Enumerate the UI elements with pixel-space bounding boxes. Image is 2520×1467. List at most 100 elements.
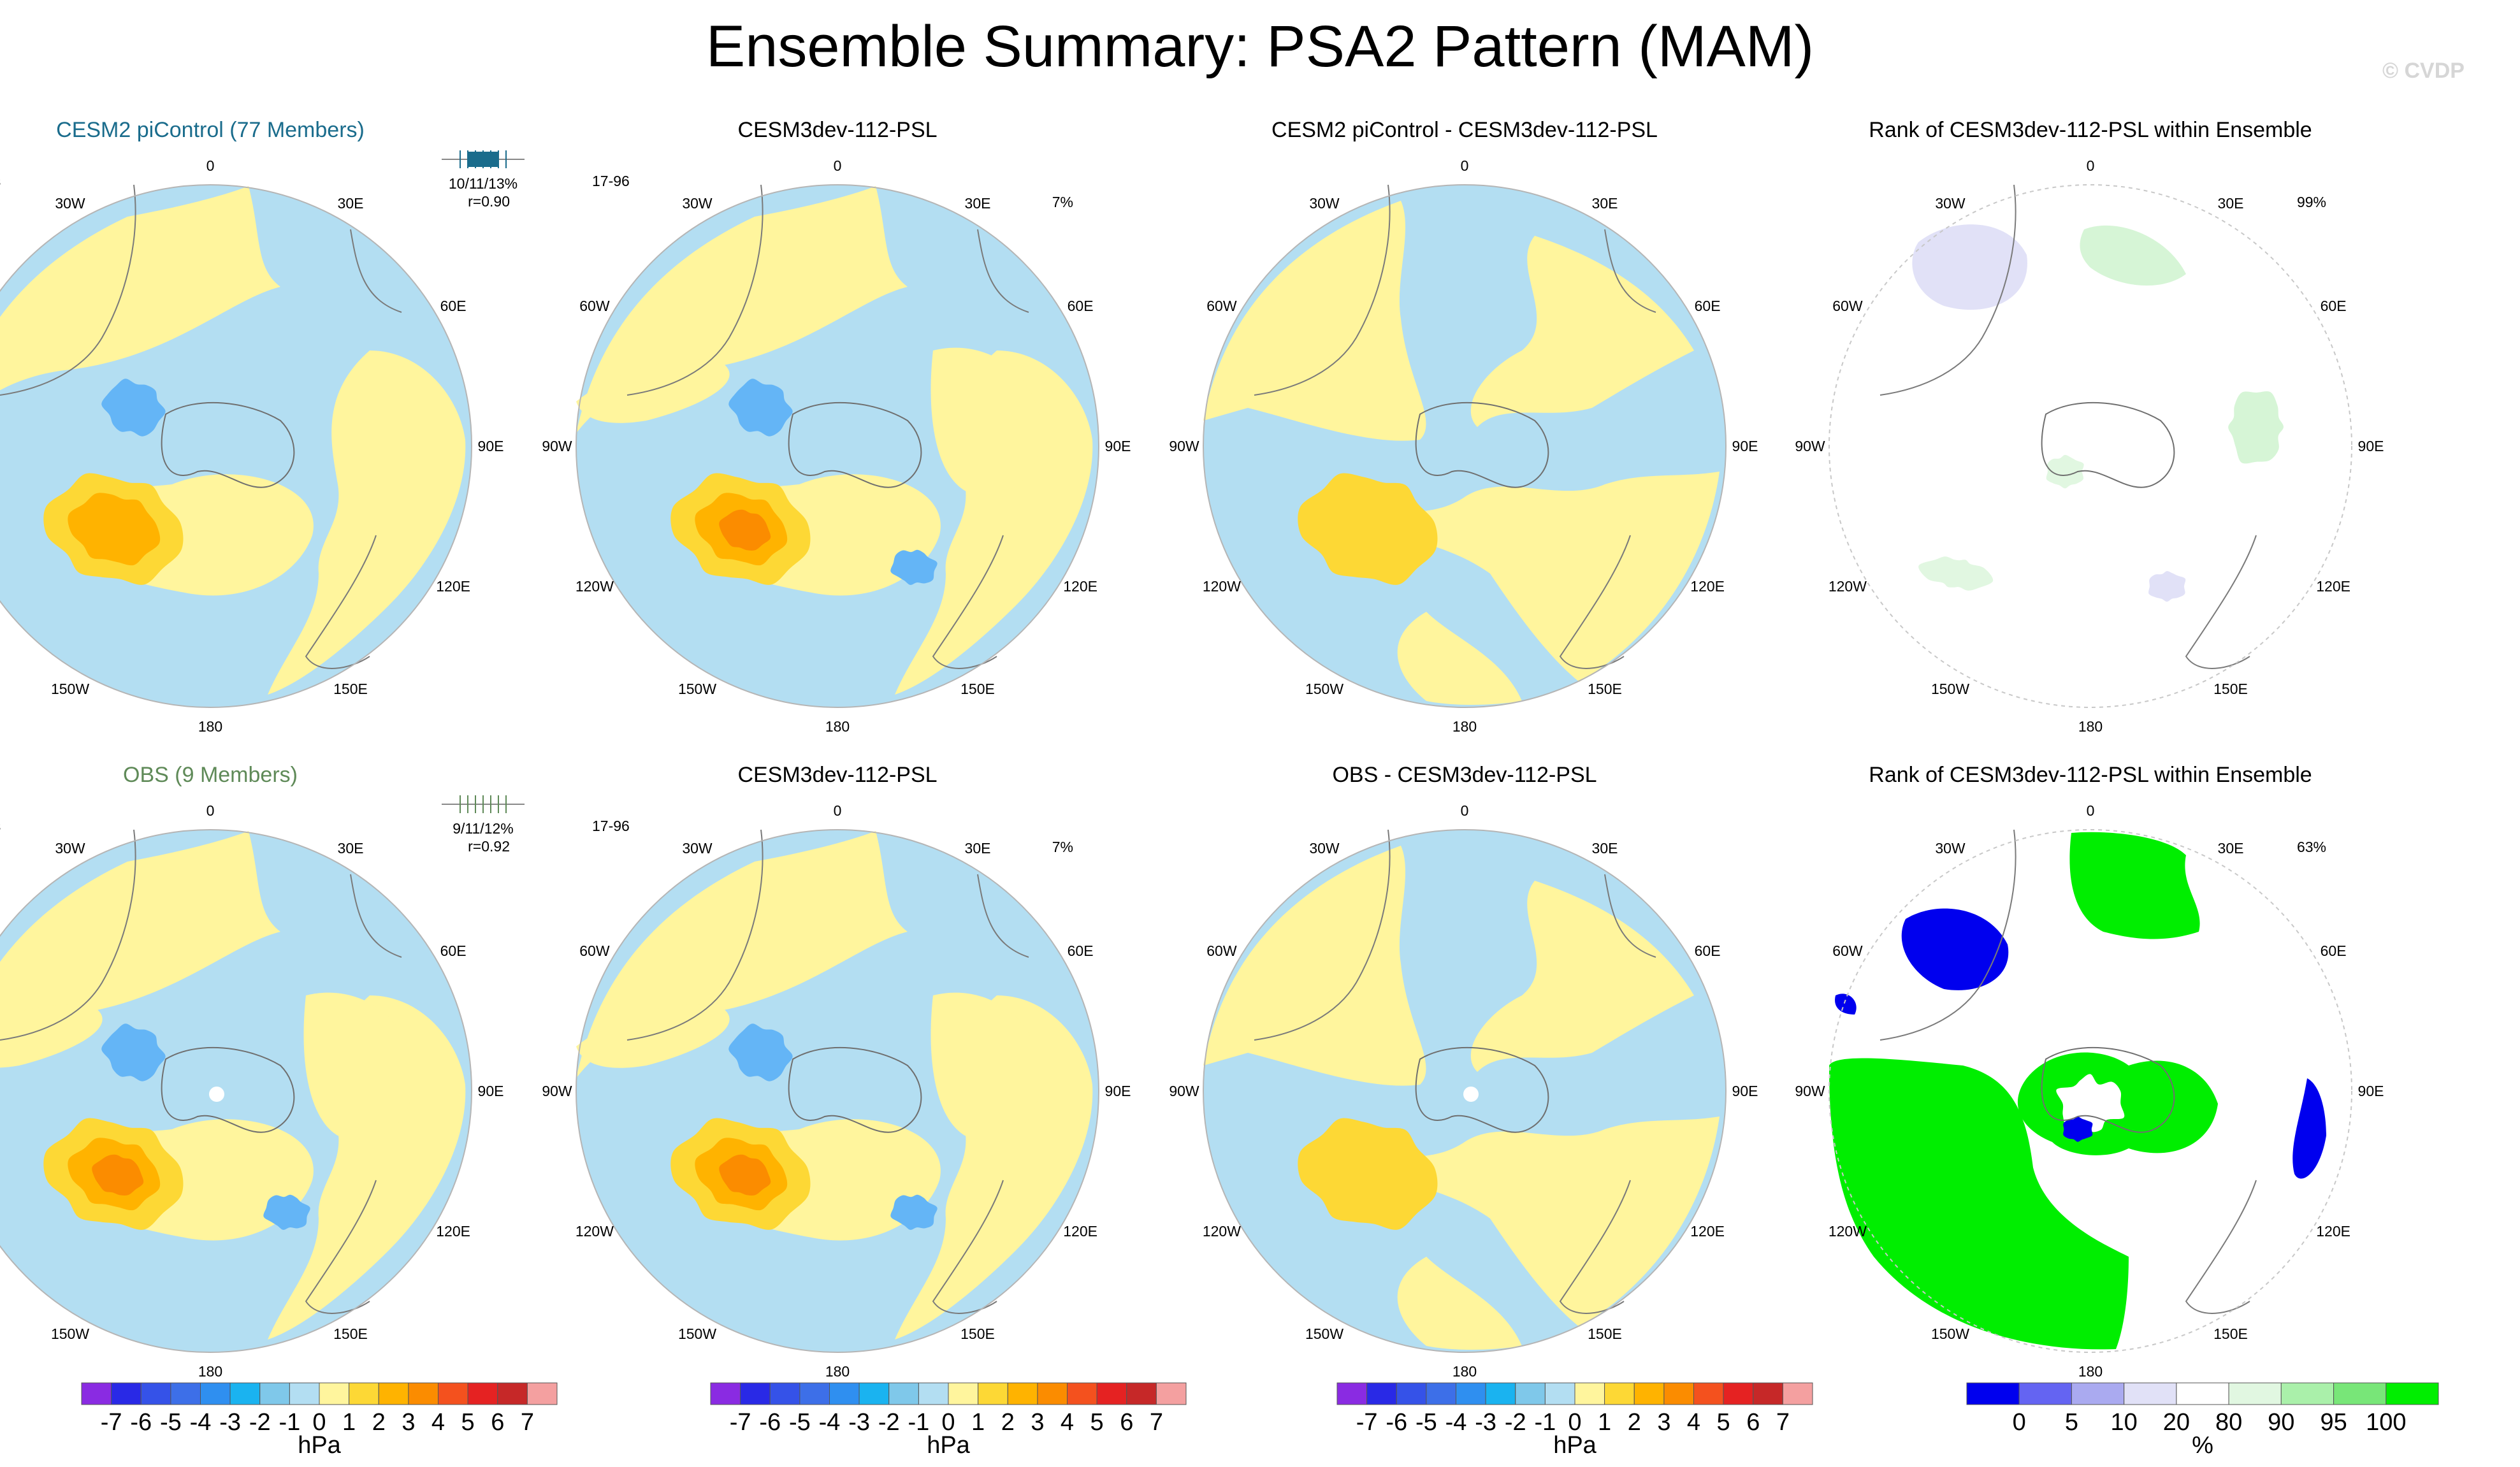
colorbar-unit: hPa (927, 1432, 970, 1459)
colorbar-tick-label: 6 (1746, 1409, 1760, 1436)
map-boundary (1828, 829, 2352, 1353)
lon-label: 30W (682, 840, 713, 856)
coastline-antarctica (2041, 1046, 2175, 1133)
colorbar-swatch (799, 1382, 830, 1405)
lon-label: 150W (51, 1326, 89, 1342)
lon-label: 90E (2358, 1083, 2384, 1099)
lon-label: 180 (198, 1363, 222, 1380)
lon-label: 30W (682, 195, 713, 212)
coastline-africa (977, 229, 1029, 313)
colorbar-swatch (978, 1382, 1008, 1405)
lon-label: 30E (2218, 195, 2244, 212)
lon-label: 150W (1931, 681, 1969, 697)
contour-negative-low (890, 549, 938, 585)
coastline-australia (1559, 535, 1631, 669)
colorbar-tick-label: 3 (402, 1409, 415, 1436)
colorbar-swatch (769, 1382, 800, 1405)
map-boundary (1203, 184, 1727, 708)
colorbar-tick-label: -6 (130, 1409, 152, 1436)
lon-label: 0 (2087, 157, 2095, 174)
lon-label: 0 (834, 802, 842, 819)
lon-label: 30E (965, 195, 991, 212)
contour-positive-0-1 (895, 995, 1093, 1340)
colorbar-tick-label: -1 (1535, 1409, 1556, 1436)
lon-label: 30E (2218, 840, 2244, 856)
lon-label: 60E (440, 298, 467, 314)
lon-label: 90W (542, 438, 572, 454)
coastline-south-america (1254, 829, 1391, 1041)
rank-low-region (2148, 571, 2186, 602)
colorbar-tick-label: -3 (848, 1409, 870, 1436)
coastline-south-america (1879, 184, 2017, 396)
colorbar-tick-label: 1 (971, 1409, 985, 1436)
lon-label: 120W (1203, 578, 1241, 595)
lon-label: 60E (2321, 298, 2347, 314)
coastline-antarctica (788, 401, 922, 488)
lon-label: 0 (1461, 802, 1469, 819)
lon-label: 0 (2087, 802, 2095, 819)
lon-label: 180 (825, 1363, 850, 1380)
colorbar-swatch (1126, 1382, 1157, 1405)
colorbar-tick-label: 0 (941, 1409, 955, 1436)
colorbar-swatch (829, 1382, 860, 1405)
lon-label: 90W (1795, 1083, 1825, 1099)
colorbar-swatch (888, 1382, 919, 1405)
lon-label: 30W (55, 195, 85, 212)
colorbar-swatch (1663, 1382, 1694, 1405)
missing-data-dot (1463, 1087, 1479, 1102)
colorbar-unit: hPa (298, 1432, 341, 1459)
colorbar-swatch (438, 1382, 468, 1405)
lon-label: 60E (1695, 943, 1721, 959)
colorbar-swatch (289, 1382, 320, 1405)
coastline-antarctica (161, 1046, 295, 1133)
map-panel-5: 030E60E90E120E150E180150W120W90W60W30WOB… (0, 763, 525, 1380)
lon-label: 60W (1832, 298, 1863, 314)
map-panel-2: 0 30E 60E 90E 120E 150E 180 150W 120W 90W 60W 30W CE… (542, 118, 1131, 735)
contour-positive-0-1 (931, 992, 1041, 1139)
colorbar-tick-label: 2 (1628, 1409, 1641, 1436)
map-panel-6: 0 30E 60E 90E 120E 150E 180 150W 120W 90W 60W 30W CE… (542, 763, 1131, 1380)
map-boundary (1203, 829, 1727, 1353)
lon-label: 90E (1732, 1083, 1758, 1099)
lon-label: 180 (825, 718, 850, 735)
lon-label: 0 (206, 802, 215, 819)
panel-title: CESM3dev-112-PSL (737, 763, 937, 787)
colorbar-tick-label: -6 (759, 1409, 781, 1436)
lon-label: 180 (1452, 718, 1477, 735)
colorbar-swatch (200, 1382, 231, 1405)
contour-positive-0-1 (1203, 846, 1426, 1086)
colorbar-panel-1: -7 -6 -5 -4 -3 -2 -1 0 1 2 3 4 5 6 7 hPa (81, 1382, 558, 1459)
colorbar-tick-label: 2 (372, 1409, 386, 1436)
colorbar-tick-label: -2 (249, 1409, 271, 1436)
lon-label: 120E (2316, 1223, 2350, 1239)
lon-label: 120E (1690, 578, 1725, 595)
lon-label: 60W (579, 298, 610, 314)
lon-label: 60E (1068, 943, 1094, 959)
lon-label: 30W (1935, 840, 1966, 856)
panel-right-label: 7% (1052, 194, 1073, 210)
rank-high-region (1829, 1058, 2129, 1350)
colorbar-swatch (259, 1382, 290, 1405)
lon-label: 180 (1452, 1363, 1477, 1380)
lon-label: 150W (1931, 1326, 1969, 1342)
coastline-south-america (0, 184, 136, 396)
colorbar-tick-label: 4 (431, 1409, 445, 1436)
coastline-antarctica (1415, 401, 1549, 488)
colorbar-tick-label: 5 (461, 1409, 475, 1436)
lon-label: 0 (206, 157, 215, 174)
lon-label: 30E (1592, 840, 1618, 856)
colorbar-swatch (1067, 1382, 1097, 1405)
lon-label: 60W (1206, 298, 1237, 314)
map-panel-8: 0 30E 60E 90E 120E 150E 180 150W 120W 90W 60W 30W Ra… (1795, 763, 2384, 1380)
lon-label: 150W (678, 1326, 716, 1342)
colorbar-rank: 0 5 10 20 80 90 95 100% (1966, 1382, 2439, 1459)
panel-left-label: 17-96 (592, 818, 630, 834)
colorbar-swatch (1007, 1382, 1038, 1405)
lon-label: 30W (1309, 840, 1340, 856)
colorbar-tick-label: -7 (1356, 1409, 1378, 1436)
panel-stats: 9/11/12% (453, 820, 513, 837)
colorbar-swatch (378, 1382, 409, 1405)
colorbar-swatch (1693, 1382, 1724, 1405)
lon-label: 120E (1063, 1223, 1097, 1239)
watermark: © CVDP (2382, 59, 2465, 83)
